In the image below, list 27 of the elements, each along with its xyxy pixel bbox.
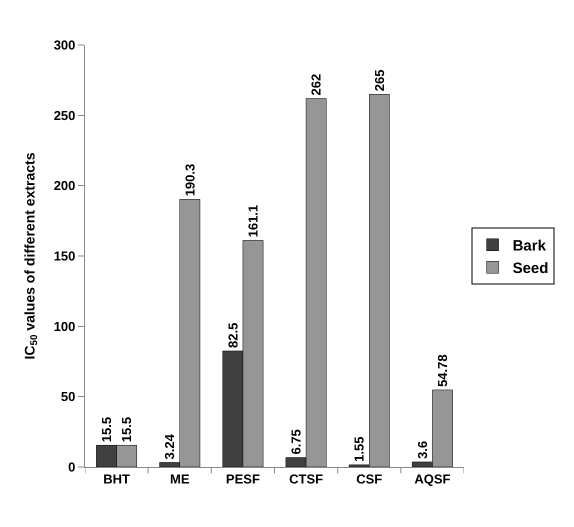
legend-label: Seed	[512, 260, 548, 278]
y-tick-label: 300	[54, 38, 76, 53]
data-label: 265	[372, 70, 387, 92]
x-tick-label: BHT	[103, 472, 130, 487]
legend-label: Bark	[512, 238, 547, 255]
data-label: 6.75	[288, 429, 304, 455]
y-tick-label: 50	[60, 389, 76, 404]
data-label: 161.1	[246, 204, 261, 238]
y-tick-label: 200	[54, 178, 76, 194]
y-tick-label: 100	[54, 318, 76, 334]
data-label: 82.5	[225, 322, 240, 348]
y-tick-label: 250	[54, 108, 76, 123]
data-label: 262	[308, 74, 324, 96]
x-tick-label: AQSF	[414, 472, 451, 487]
y-tick-label: 0	[68, 460, 76, 475]
data-label: 190.3	[182, 164, 198, 196]
data-label: 54.78	[435, 354, 450, 387]
data-label: 3.6	[414, 440, 430, 459]
data-label: 3.24	[162, 433, 178, 460]
y-tick-label: 150	[54, 248, 76, 264]
data-label: 15.5	[98, 416, 114, 442]
x-tick-label: PESF	[226, 472, 260, 487]
data-label: 1.55	[352, 436, 367, 462]
data-label: 15.5	[119, 416, 134, 442]
x-tick-label: CTSF	[289, 472, 324, 487]
x-tick-label: CSF	[356, 472, 382, 487]
x-tick-label: ME	[170, 472, 190, 487]
